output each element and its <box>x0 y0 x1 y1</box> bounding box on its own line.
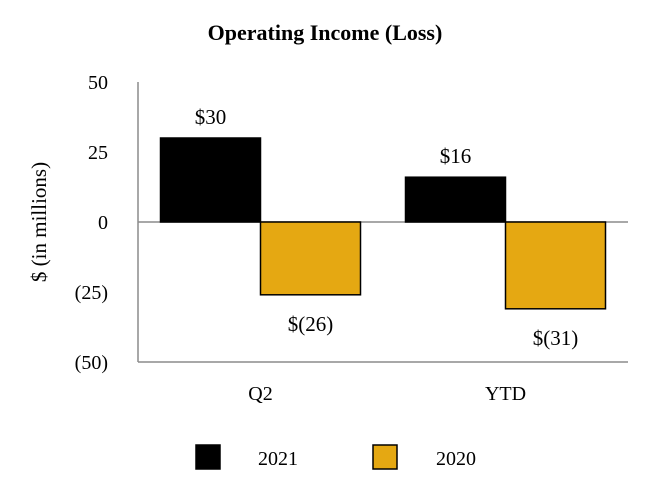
legend: 2021 2020 <box>195 444 476 470</box>
y-tick-label: (25) <box>75 282 108 304</box>
y-tick-label: 0 <box>98 212 108 234</box>
data-label: $(26) <box>288 312 334 336</box>
bars: $30 $(26) $16 $(31) <box>159 105 607 350</box>
x-category-label: YTD <box>485 383 526 405</box>
chart-title: Operating Income (Loss) <box>208 20 443 45</box>
bar-2021-ytd <box>404 176 507 223</box>
bar-2020-ytd <box>504 221 607 310</box>
x-category-label: Q2 <box>248 383 272 405</box>
legend-swatch-2021 <box>195 444 221 470</box>
legend-label-2020: 2020 <box>436 448 476 470</box>
data-label: $16 <box>440 144 472 168</box>
data-label: $30 <box>195 105 227 129</box>
bar-2020-q2 <box>259 221 362 296</box>
legend-swatch-2020 <box>372 444 398 470</box>
y-axis-label: $ (in millions) <box>27 162 51 282</box>
y-axis-ticks: 50 25 0 (25) (50) <box>75 72 108 374</box>
legend-label-2021: 2021 <box>258 448 298 470</box>
y-tick-label: 25 <box>88 142 108 164</box>
category-labels: Q2 YTD <box>248 383 526 405</box>
y-tick-label: (50) <box>75 352 108 374</box>
bar-2021-q2 <box>159 137 262 223</box>
data-label: $(31) <box>533 326 579 350</box>
y-tick-label: 50 <box>88 72 108 94</box>
